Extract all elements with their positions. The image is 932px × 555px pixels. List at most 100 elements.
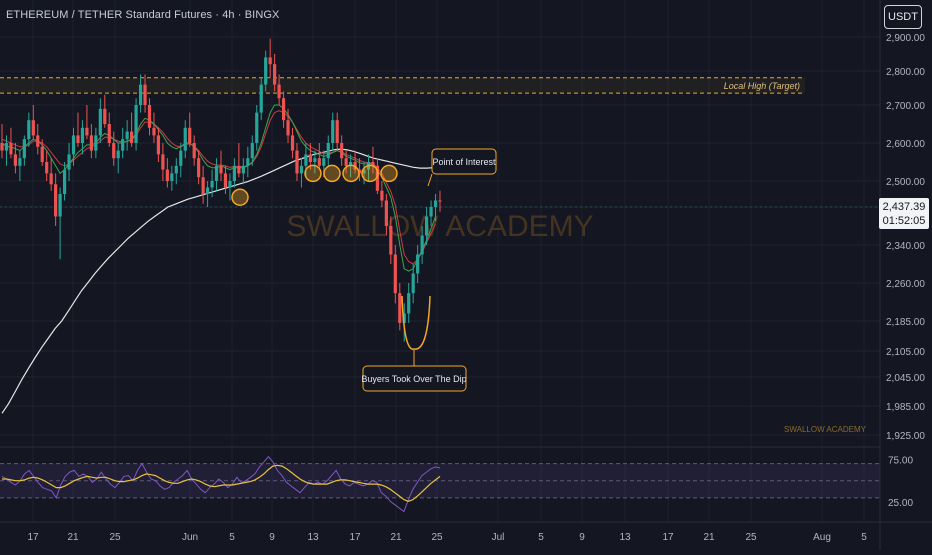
candle	[85, 105, 89, 140]
candle-body	[45, 162, 49, 174]
bar-countdown: 01:52:05	[882, 215, 926, 227]
price-tick-label: 2,260.00	[886, 279, 925, 290]
candle	[188, 112, 192, 147]
time-tick-label: 21	[703, 532, 715, 543]
candle-body	[179, 150, 183, 166]
candle-body	[130, 131, 134, 143]
candle-body	[232, 165, 237, 181]
candle-body	[322, 158, 326, 166]
time-tick-label: 13	[307, 532, 319, 543]
candle	[219, 150, 223, 181]
candle-body	[138, 84, 143, 105]
candle	[27, 112, 31, 147]
candle-body	[313, 158, 317, 162]
time-tick-label: Jun	[182, 532, 198, 543]
ema-red-polyline	[1, 110, 436, 265]
candle	[197, 150, 201, 185]
poi-circle	[304, 164, 322, 183]
current-price-value: 2,437.39	[882, 201, 926, 213]
annotations: Point of Interest Buyers Took Over The Di…	[231, 148, 867, 434]
candle	[371, 146, 375, 174]
price-tick-label: 2,185.00	[886, 317, 925, 328]
candle-body	[429, 207, 433, 217]
currency-unit-button[interactable]: USDT	[884, 5, 922, 29]
price-tick-label: 1,925.00	[886, 431, 925, 442]
candle-body	[121, 139, 125, 151]
candle-body	[152, 127, 156, 136]
candle-body	[183, 127, 187, 151]
candle-body	[380, 190, 384, 201]
time-tick-label: Jul	[492, 532, 505, 543]
candle	[362, 162, 366, 185]
poi-circle	[361, 164, 379, 183]
time-tick-label: 9	[579, 532, 585, 543]
candle-body	[134, 105, 138, 143]
candle-body	[116, 150, 120, 159]
candle	[424, 207, 429, 245]
candle-body	[27, 120, 31, 140]
candle-body	[31, 120, 35, 136]
candle-body	[89, 135, 93, 151]
rsi-ma-line	[2, 464, 441, 502]
price-tick-label: 2,800.00	[886, 67, 925, 78]
candle-body	[317, 158, 321, 166]
time-tick-label: 17	[349, 532, 361, 543]
candle-body	[174, 165, 178, 174]
candle-body	[407, 293, 411, 314]
candle-body	[107, 124, 111, 143]
candle	[420, 226, 424, 264]
candle-body	[290, 135, 295, 151]
candle	[0, 124, 4, 159]
candle	[4, 135, 9, 166]
time-tick-label: 5	[861, 532, 867, 543]
candle-body	[250, 143, 254, 159]
candle-body	[54, 184, 58, 217]
candle	[36, 124, 40, 155]
buyers-label: Buyers Took Over The Dip	[361, 374, 466, 384]
candle-body	[237, 165, 241, 174]
candle-body	[156, 135, 161, 155]
candle-body	[259, 84, 263, 113]
candle	[299, 158, 304, 188]
candle-body	[389, 226, 393, 255]
candle-body	[197, 158, 201, 178]
candle	[67, 143, 71, 181]
candle	[273, 54, 277, 92]
candle	[295, 143, 299, 181]
time-tick-label: 25	[431, 532, 443, 543]
resistance-zone-fill	[0, 77, 805, 94]
candle	[31, 105, 35, 140]
candle-body	[264, 57, 268, 85]
time-tick-label: 17	[27, 532, 39, 543]
candle-body	[384, 200, 388, 226]
candle-body	[273, 64, 277, 85]
candle	[58, 187, 62, 260]
candle	[112, 131, 116, 166]
candle-body	[286, 120, 290, 136]
current-price-tag: 2,437.39 01:52:05	[879, 198, 929, 229]
candle-body	[241, 165, 245, 174]
candle	[340, 135, 344, 166]
price-tick-label: 2,105.00	[886, 347, 925, 358]
price-axis: 2,900.00 2,800.00 2,700.00 2,600.00 2,500.00…	[886, 33, 925, 442]
candle-body	[340, 143, 344, 159]
candle	[9, 127, 13, 159]
candle	[116, 143, 120, 174]
candle-body	[147, 105, 152, 128]
candle	[214, 158, 219, 191]
candle-body	[246, 158, 250, 166]
candle	[331, 112, 335, 151]
poi-label-box	[431, 148, 497, 175]
candle-body	[375, 165, 380, 191]
candle	[393, 245, 397, 304]
candle	[103, 94, 107, 128]
candle	[174, 158, 178, 185]
price-tick-label: 2,045.00	[886, 373, 925, 384]
candle	[80, 120, 85, 155]
candle-body	[326, 143, 330, 159]
candle-body	[49, 173, 53, 185]
candle-body	[170, 173, 174, 181]
candle-body	[362, 169, 366, 174]
